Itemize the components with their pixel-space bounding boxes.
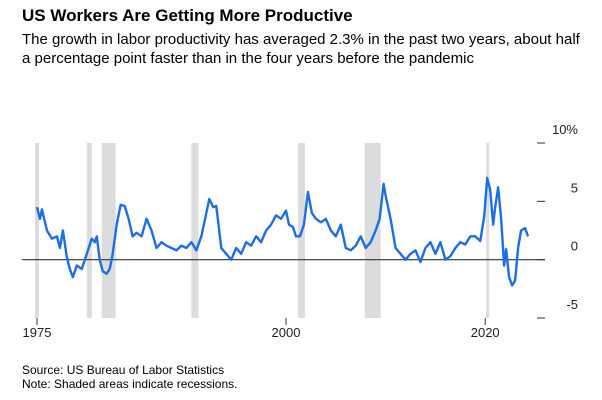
note: Note: Shaded areas indicate recessions. (22, 377, 238, 391)
recession-band (35, 143, 39, 318)
recession-band (364, 143, 381, 318)
y-tick-label: 10% (552, 122, 578, 137)
chart-title: US Workers Are Getting More Productive (22, 6, 353, 25)
recession-band (86, 143, 92, 318)
series-line (35, 176, 530, 287)
y-tick-label: 5 (571, 180, 578, 195)
recession-band (486, 143, 490, 318)
x-tick-label: 2020 (471, 325, 500, 340)
source: Source: US Bureau of Labor Statistics (22, 363, 225, 377)
recession-band (101, 143, 116, 318)
y-tick-label: 0 (571, 239, 578, 254)
x-tick-label: 1975 (23, 325, 52, 340)
recession-band (191, 143, 199, 318)
y-tick-label: -5 (566, 297, 578, 312)
chart-subtitle: The growth in labor productivity has ave… (22, 31, 580, 67)
recession-layer (35, 143, 490, 318)
x-tick-label: 2000 (272, 325, 301, 340)
